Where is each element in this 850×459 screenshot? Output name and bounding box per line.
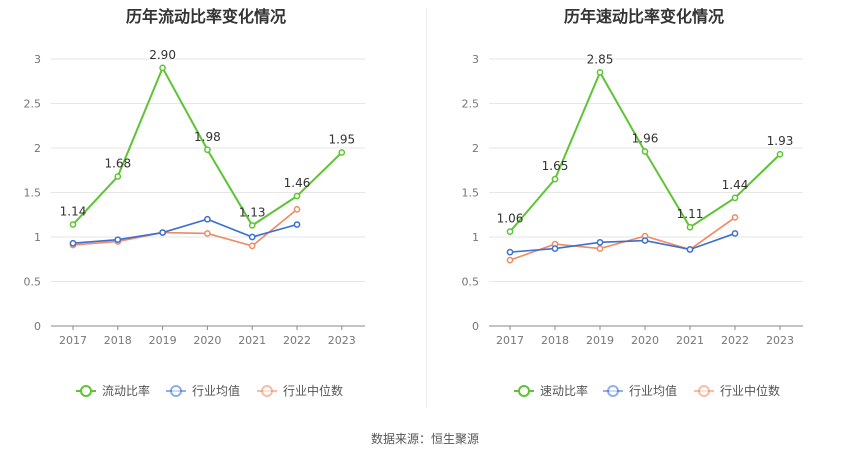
data-point-行业均值 xyxy=(506,248,514,256)
data-label: 2.85 xyxy=(587,52,614,66)
data-point-流动比率 xyxy=(114,173,122,180)
data-point-行业均值 xyxy=(248,233,256,241)
data-label: 1.14 xyxy=(60,205,87,219)
data-point-行业均值 xyxy=(686,246,694,253)
data-point-流动比率 xyxy=(69,221,77,228)
legend-swatch-marker xyxy=(698,385,710,397)
x-tick-label: 2020 xyxy=(193,334,221,347)
data-label: 1.98 xyxy=(194,130,221,144)
y-tick-label: 1 xyxy=(472,231,479,244)
legend-swatch-marker xyxy=(80,385,92,397)
data-point-行业中位数 xyxy=(248,242,256,250)
data-point-行业中位数 xyxy=(506,256,514,264)
x-tick-label: 2020 xyxy=(631,334,659,347)
x-tick-label: 2023 xyxy=(328,334,356,347)
data-point-速动比率 xyxy=(731,194,739,202)
panel-divider xyxy=(426,8,427,408)
legend-swatch-marker xyxy=(607,385,619,397)
legend-label: 行业均值 xyxy=(192,383,240,398)
legend-label: 流动比率 xyxy=(102,383,150,398)
data-point-速动比率 xyxy=(641,148,649,155)
data-point-流动比率 xyxy=(248,222,256,229)
data-point-速动比率 xyxy=(596,69,604,76)
data-point-流动比率 xyxy=(338,149,346,156)
data-label: 2.90 xyxy=(149,48,176,62)
x-tick-label: 2019 xyxy=(149,334,177,347)
chart-title-current-ratio: 历年流动比率变化情况 xyxy=(125,7,286,26)
x-tick-label: 2019 xyxy=(586,334,614,347)
series-line-行业均值 xyxy=(72,218,298,245)
y-tick-label: 3 xyxy=(472,53,479,66)
data-point-行业中位数 xyxy=(293,206,301,213)
data-label: 1.06 xyxy=(497,212,524,226)
y-tick-label: 0.5 xyxy=(462,276,480,289)
data-point-速动比率 xyxy=(506,228,514,236)
data-point-行业均值 xyxy=(159,229,166,236)
data-point-行业中位数 xyxy=(731,214,739,221)
y-tick-label: 2 xyxy=(472,142,479,155)
data-point-行业均值 xyxy=(596,238,604,246)
data-point-行业均值 xyxy=(114,236,122,244)
series-line-行业中位数 xyxy=(72,208,298,247)
data-point-速动比率 xyxy=(551,175,559,183)
y-tick-label: 3 xyxy=(34,53,41,66)
data-label: 1.13 xyxy=(239,205,266,219)
legend-label: 行业中位数 xyxy=(283,383,343,398)
x-tick-label: 2023 xyxy=(766,334,794,347)
series-line-行业均值 xyxy=(509,232,736,253)
data-source-note: 数据来源：恒生聚源 xyxy=(370,432,479,446)
data-label: 1.96 xyxy=(632,132,659,146)
y-tick-label: 1 xyxy=(34,231,41,244)
data-point-行业均值 xyxy=(551,245,559,252)
x-tick-label: 2022 xyxy=(721,334,749,347)
y-tick-label: 1.5 xyxy=(462,187,480,200)
data-point-流动比率 xyxy=(204,146,211,154)
x-tick-label: 2017 xyxy=(59,334,87,347)
data-point-速动比率 xyxy=(686,223,694,231)
y-tick-label: 0 xyxy=(472,320,479,333)
x-tick-label: 2021 xyxy=(676,334,704,347)
data-label: 1.68 xyxy=(104,156,131,170)
data-label: 1.46 xyxy=(284,176,311,190)
data-label: 1.95 xyxy=(328,132,355,146)
y-tick-label: 2.5 xyxy=(462,98,480,111)
data-point-行业中位数 xyxy=(204,230,211,237)
x-tick-label: 2018 xyxy=(104,334,132,347)
legend-swatch-marker xyxy=(170,385,182,397)
legend-swatch-marker xyxy=(261,385,273,397)
data-point-行业均值 xyxy=(204,215,211,223)
data-label: 1.44 xyxy=(722,178,749,192)
y-tick-label: 1.5 xyxy=(24,187,42,200)
legend-swatch-marker xyxy=(518,385,530,397)
data-point-行业均值 xyxy=(641,237,649,244)
chart-title-quick-ratio: 历年速动比率变化情况 xyxy=(563,7,724,26)
legend-label: 行业均值 xyxy=(629,383,677,398)
data-label: 1.65 xyxy=(542,159,569,173)
data-point-流动比率 xyxy=(293,192,301,200)
x-tick-label: 2021 xyxy=(238,334,266,347)
y-tick-label: 0 xyxy=(34,320,41,333)
data-point-行业均值 xyxy=(731,230,739,237)
y-tick-label: 2 xyxy=(34,142,41,155)
x-tick-label: 2018 xyxy=(541,334,569,347)
data-label: 1.93 xyxy=(767,134,794,148)
data-point-流动比率 xyxy=(159,64,166,72)
legend-label: 行业中位数 xyxy=(720,383,780,398)
x-tick-label: 2017 xyxy=(496,334,524,347)
y-tick-label: 0.5 xyxy=(24,276,42,289)
y-tick-label: 2.5 xyxy=(24,98,42,111)
series-line-行业中位数 xyxy=(509,216,736,261)
x-tick-label: 2022 xyxy=(283,334,311,347)
data-label: 1.11 xyxy=(677,207,704,221)
data-point-行业均值 xyxy=(69,239,77,247)
data-point-行业均值 xyxy=(293,221,301,228)
data-point-速动比率 xyxy=(776,150,784,158)
data-point-行业中位数 xyxy=(596,245,604,252)
legend-label: 速动比率 xyxy=(540,383,588,398)
